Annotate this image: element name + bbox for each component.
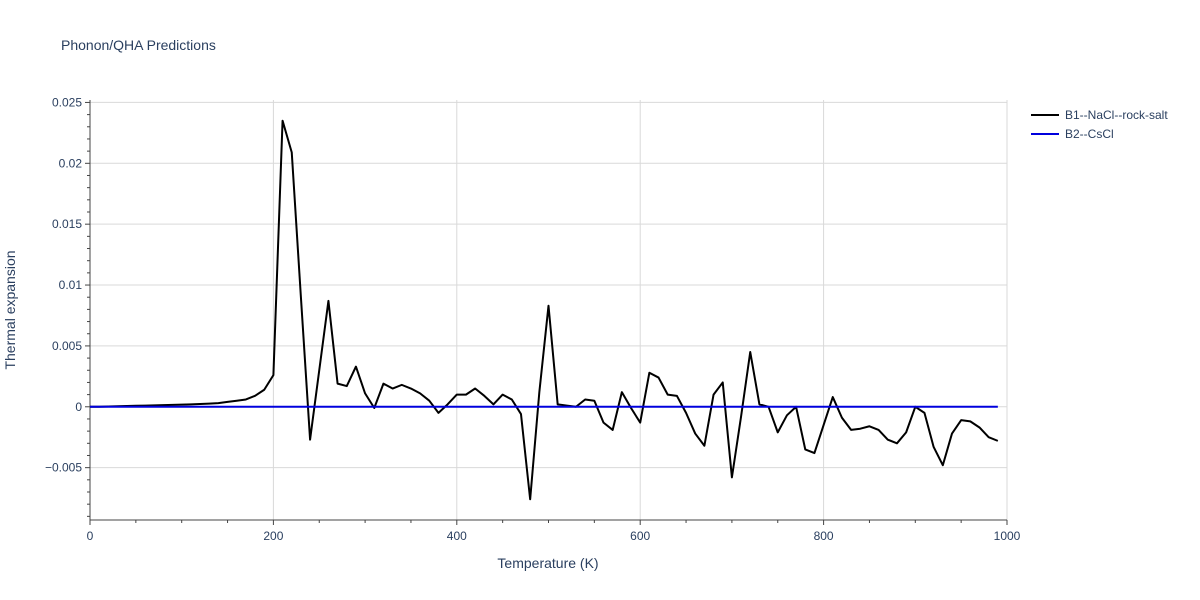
legend-label: B2--CsCl [1065,127,1114,141]
chart-title: Phonon/QHA Predictions [61,37,216,53]
legend-item-0[interactable]: B1--NaCl--rock-salt [1031,108,1168,122]
x-tick-label: 600 [630,529,650,543]
axes: 0 200 400 600 800 1000 −0.005 0 0.005 0.01 0.015 0.… [45,95,1021,543]
x-axis-title: Temperature (K) [497,555,598,571]
y-axis-title: Thermal expansion [2,250,18,369]
y-tick-label: 0.005 [52,339,82,353]
y-tick-label: 0.02 [59,156,83,170]
legend-item-1[interactable]: B2--CsCl [1031,127,1114,141]
x-tick-label: 200 [263,529,283,543]
y-tick-label: 0.01 [59,278,83,292]
y-tick-label: 0.015 [52,217,82,231]
y-tick-label: 0.025 [52,95,82,109]
x-tick-label: 1000 [994,529,1021,543]
x-tick-label: 0 [87,529,94,543]
series-line-0 [90,119,999,501]
x-tick-label: 800 [814,529,834,543]
legend[interactable]: B1--NaCl--rock-salt B2--CsCl [1031,108,1168,141]
series [90,119,999,501]
y-tick-label: 0 [75,400,82,414]
legend-label: B1--NaCl--rock-salt [1065,108,1168,122]
x-tick-label: 400 [447,529,467,543]
y-tick-label: −0.005 [45,461,82,475]
